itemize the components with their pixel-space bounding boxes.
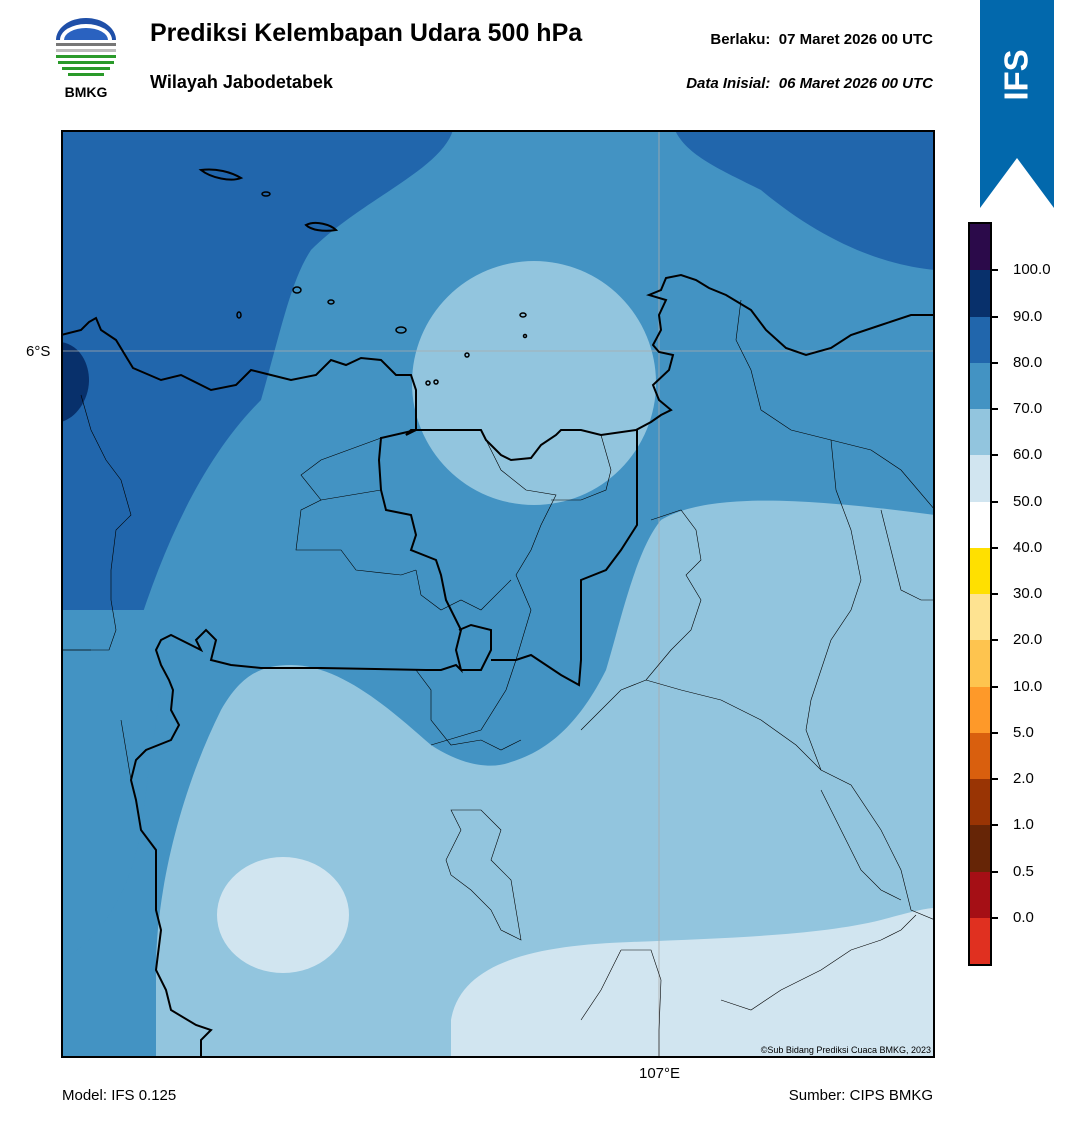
logo-text: BMKG (64, 84, 108, 100)
humidity-map: ©Sub Bidang Prediksi Cuaca BMKG, 2023 (61, 130, 935, 1058)
valid-time: Berlaku: 07 Maret 2026 00 UTC (710, 31, 933, 48)
colorbar-label: 60.0 (1013, 446, 1043, 464)
rh-band-80-90-northeast (675, 130, 935, 270)
colorbar-segment (970, 501, 990, 548)
island (519, 312, 527, 318)
island (198, 168, 244, 181)
colorbar-segment (970, 871, 990, 918)
map-frame (61, 130, 935, 1058)
colorbar-label: 2.0 (1013, 770, 1034, 787)
island (464, 352, 470, 358)
colorbar-segment (970, 316, 990, 363)
banner-shape (980, 0, 1054, 208)
colorbar-tick (992, 593, 998, 595)
colorbar-segment (970, 640, 990, 687)
colorbar-tick (992, 639, 998, 642)
colorbar-tick (992, 685, 998, 688)
colorbar-segment (970, 732, 990, 779)
colorbar-label: 5.0 (1013, 723, 1034, 741)
colorbar-tick (992, 500, 998, 503)
rh-band-80-90-west (61, 130, 453, 810)
island (395, 326, 407, 334)
regency-boundaries (61, 299, 935, 1058)
colorbar-tick (992, 778, 998, 780)
colorbar-segment (970, 779, 990, 826)
humidity-map-svg: ©Sub Bidang Prediksi Cuaca BMKG, 2023 (61, 130, 935, 1058)
colorbar-tick (992, 269, 998, 272)
colorbar-segment (970, 917, 990, 964)
init-time: Data Inisial: 06 Maret 2026 00 UTC (686, 75, 933, 92)
valid-time-label: Berlaku: (710, 31, 771, 48)
colorbar-tick (992, 454, 998, 457)
colorbar-segment (970, 547, 990, 594)
island (261, 191, 271, 197)
island (425, 380, 431, 386)
colorbar-segment (970, 686, 990, 733)
colorbar-label: 90.0 (1013, 307, 1043, 325)
coastline (61, 273, 935, 462)
colorbar-label: 50.0 (1013, 492, 1043, 510)
rh-band-70-80-west (61, 610, 181, 960)
map-title: Prediksi Kelembapan Udara 500 hPa (150, 19, 583, 47)
colorbar-tick (992, 731, 998, 734)
colorbar-tick (992, 824, 998, 827)
colorbar-tick (992, 546, 998, 549)
colorbar-segment (970, 594, 990, 641)
model-banner: IFS (980, 0, 1054, 210)
province-boundary (129, 429, 463, 1058)
colorbar-tick (992, 916, 998, 919)
province-boundary (491, 430, 638, 687)
colorbar-tick (992, 315, 998, 318)
colorbar-label: 70.0 (1013, 400, 1043, 417)
colorbar-label: 1.0 (1013, 816, 1034, 834)
colorbar-segment (970, 224, 990, 271)
latitude-label: 6°S (26, 343, 51, 360)
colorbar-label: 0.0 (1013, 908, 1034, 926)
colorbar-segment (970, 455, 990, 502)
banner-label: IFS (980, 0, 1054, 150)
valid-time-value: 07 Maret 2026 00 UTC (778, 31, 933, 48)
colorbar-label: 100.0 (1013, 261, 1051, 279)
colorbar-tick (992, 870, 998, 873)
island (292, 286, 302, 294)
source-info: Sumber: CIPS BMKG (788, 1087, 933, 1104)
colorbar-label: 40.0 (1013, 538, 1043, 556)
island (304, 221, 339, 232)
longitude-label: 107°E (639, 1065, 681, 1082)
rh-band-90-100 (61, 342, 89, 422)
island (327, 299, 335, 305)
colorbar-label: 80.0 (1013, 353, 1043, 371)
colorbar (968, 222, 992, 966)
island (433, 379, 439, 385)
colorbar-segment (970, 409, 990, 456)
init-time-label: Data Inisial: (686, 75, 771, 92)
colorbar-label: 30.0 (1013, 585, 1043, 602)
colorbar-label: 20.0 (1013, 631, 1043, 649)
island (236, 311, 242, 319)
bmkg-logo-emblem (56, 18, 116, 76)
rh-band-50-60-south (451, 908, 935, 1058)
colorbar-tick (992, 408, 998, 410)
rh-band-50-60-west (217, 857, 349, 973)
colorbar-segment (970, 362, 990, 409)
rh-band-60-70-north (412, 261, 656, 505)
colorbar-segment (970, 270, 990, 317)
island (522, 333, 528, 339)
bmkg-logo: BMKG (50, 18, 122, 102)
colorbar-label: 0.5 (1013, 862, 1034, 880)
map-copyright: ©Sub Bidang Prediksi Cuaca BMKG, 2023 (761, 1045, 931, 1055)
colorbar-segment (970, 825, 990, 872)
model-info: Model: IFS 0.125 (62, 1087, 177, 1104)
colorbar-tick (992, 361, 998, 364)
init-time-value: 06 Maret 2026 00 UTC (778, 75, 933, 92)
rh-band-60-70-south (156, 500, 935, 1058)
province-boundary (458, 623, 492, 671)
colorbar-label: 10.0 (1013, 677, 1043, 695)
banner-text: IFS (998, 49, 1035, 101)
map-subtitle: Wilayah Jabodetabek (150, 72, 333, 92)
